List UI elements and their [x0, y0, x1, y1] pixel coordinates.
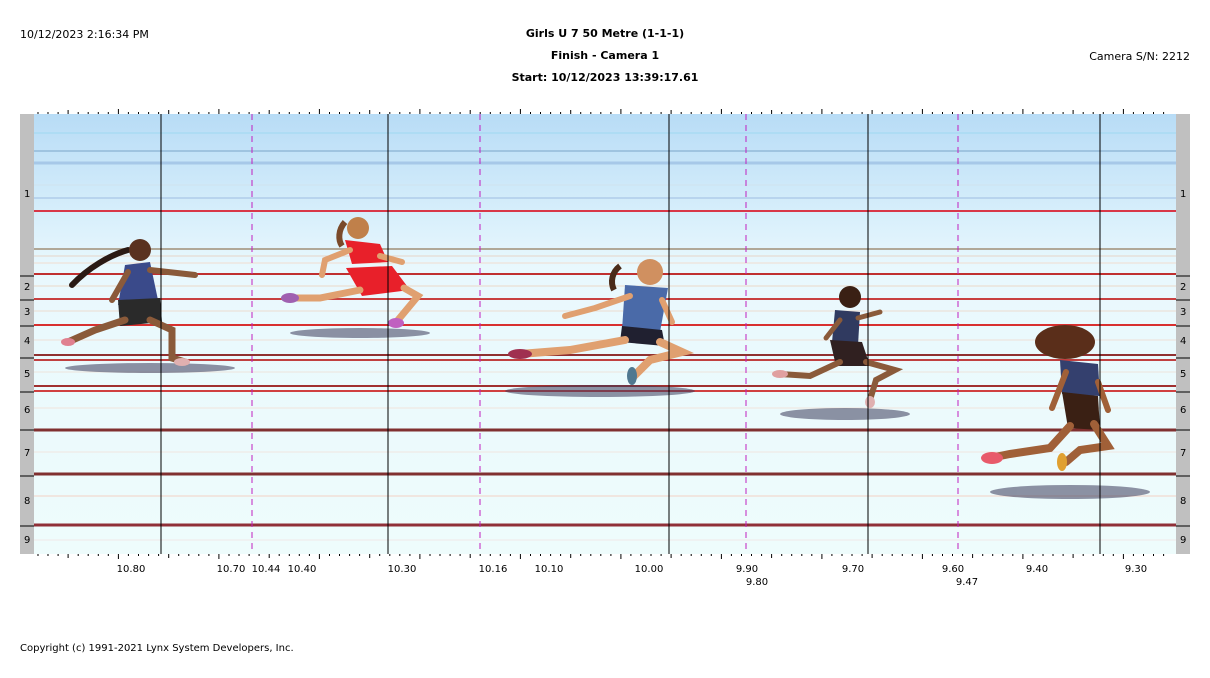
- left-lane-bar: [20, 114, 34, 554]
- bottom-ruler: [37, 554, 1165, 559]
- reference-lines[interactable]: [251, 114, 959, 554]
- lane-label-left: 3: [24, 307, 31, 318]
- lane-label-right: 4: [1180, 336, 1187, 347]
- start-time: Start: 10/12/2023 13:39:17.61: [511, 71, 699, 84]
- time-tick-label: 9.30: [1124, 564, 1148, 575]
- lane-label-right: 3: [1180, 307, 1187, 318]
- top-ruler: [37, 109, 1165, 114]
- time-tick-label: 10.16: [478, 564, 508, 575]
- time-tick-label: 9.60: [941, 564, 965, 575]
- lane-label-left: 2: [24, 282, 31, 293]
- lane-label-left: 5: [24, 369, 31, 380]
- lane-separators: [20, 275, 1190, 527]
- time-tick-label: 9.80: [745, 577, 769, 588]
- right-lane-bar: [1176, 114, 1190, 554]
- lane-label-right: 1: [1180, 189, 1187, 200]
- capture-datetime: 10/12/2023 2:16:34 PM: [20, 28, 149, 41]
- timing-lines[interactable]: [160, 114, 1101, 554]
- runner-1[interactable]: [61, 239, 198, 366]
- time-tick-label: 10.44: [251, 564, 281, 575]
- lane-label-left: 7: [24, 448, 31, 459]
- time-tick-label: 9.70: [841, 564, 865, 575]
- time-tick-label: 10.10: [534, 564, 564, 575]
- time-tick-label: 10.80: [116, 564, 146, 575]
- lane-label-right: 6: [1180, 405, 1187, 416]
- track-background: [20, 114, 1190, 554]
- camera-name: Finish - Camera 1: [550, 49, 660, 62]
- lane-label-right: 5: [1180, 369, 1187, 380]
- time-tick-label: 10.70: [216, 564, 246, 575]
- lane-label-left: 4: [24, 336, 31, 347]
- runner-4[interactable]: [772, 286, 904, 408]
- runner-5[interactable]: [981, 325, 1115, 471]
- runner-2[interactable]: [281, 217, 424, 328]
- lane-lines: [34, 210, 1176, 541]
- runner-shadows: [65, 328, 1150, 499]
- lane-label-left: 6: [24, 405, 31, 416]
- lane-label-left: 9: [24, 535, 31, 546]
- race-title: Girls U 7 50 Metre (1-1-1): [525, 27, 685, 40]
- time-tick-label: 9.90: [735, 564, 759, 575]
- sky-stripes: [34, 132, 1176, 199]
- runner-3[interactable]: [508, 259, 695, 385]
- lane-label-left: 1: [24, 189, 31, 200]
- lane-label-left: 8: [24, 496, 31, 507]
- camera-serial: Camera S/N: 2212: [1089, 50, 1190, 63]
- lane-label-right: 9: [1180, 535, 1187, 546]
- lane-label-right: 7: [1180, 448, 1187, 459]
- lane-label-right: 2: [1180, 282, 1187, 293]
- copyright-notice: Copyright (c) 1991-2021 Lynx System Deve…: [20, 643, 294, 654]
- time-tick-label: 10.30: [387, 564, 417, 575]
- time-tick-label: 10.00: [634, 564, 664, 575]
- time-tick-label: 10.40: [287, 564, 317, 575]
- time-tick-label: 9.47: [955, 577, 979, 588]
- lane-label-right: 8: [1180, 496, 1187, 507]
- time-tick-label: 9.40: [1025, 564, 1049, 575]
